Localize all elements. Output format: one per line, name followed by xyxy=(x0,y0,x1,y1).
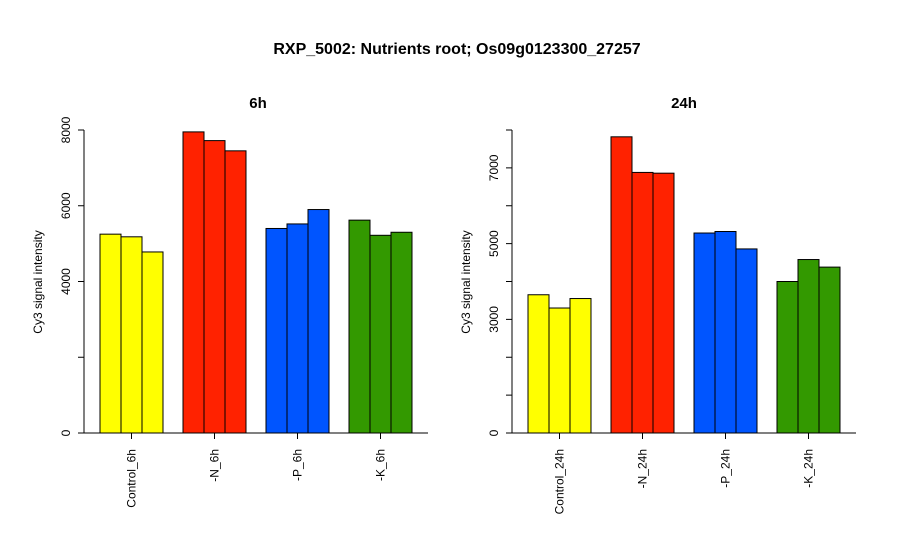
bar--p-24h-1 xyxy=(693,232,716,434)
panel-6h: 6h Cy3 signal intensity 0 4000 6000 8000 Contr… xyxy=(31,95,428,508)
figure-title: RXP_5002: Nutrients root; Os09g0123300_2… xyxy=(273,41,640,58)
bar-control-6h-3 xyxy=(141,251,164,434)
y-tick-label: 7000 xyxy=(487,154,501,181)
panel-24h: 24h Cy3 signal intensity 0 3000 5000 7000 Cont… xyxy=(459,95,856,514)
bar-control-24h-3 xyxy=(569,298,592,434)
bar--p-6h-2 xyxy=(286,223,309,434)
y-tick-label: 4000 xyxy=(59,268,73,295)
bar-control-24h-2 xyxy=(548,307,571,434)
bar--n-24h-3 xyxy=(652,172,675,434)
bar--n-24h-2 xyxy=(631,171,654,434)
bar--n-24h-1 xyxy=(610,136,633,434)
bar--k-24h-2 xyxy=(797,259,820,434)
x-tick-label: -P_6h xyxy=(291,449,305,481)
y-tick-label: 5000 xyxy=(487,230,501,257)
x-tick-label: -N_6h xyxy=(208,449,222,482)
y-tick-label: 6000 xyxy=(59,192,73,219)
y-tick-label: 0 xyxy=(59,429,73,436)
bar-control-6h-1 xyxy=(99,233,122,434)
x-tick-label: -N_24h xyxy=(636,449,650,488)
x-tick-label: -P_24h xyxy=(719,449,733,488)
y-tick-label: 8000 xyxy=(59,116,73,143)
y-tick-label: 0 xyxy=(487,429,501,436)
bar-control-6h-2 xyxy=(120,236,143,434)
y-tick-label: 3000 xyxy=(487,306,501,333)
bar-control-24h-1 xyxy=(527,294,550,434)
x-tick-label: -K_24h xyxy=(802,449,816,488)
bar--k-6h-2 xyxy=(369,234,392,434)
bar--k-24h-3 xyxy=(818,266,841,434)
y-axis-label: Cy3 signal intensity xyxy=(31,230,45,333)
x-tick-label: Control_24h xyxy=(553,449,567,514)
bar--k-6h-3 xyxy=(390,231,413,434)
bar--n-6h-1 xyxy=(182,131,205,434)
y-axis-label: Cy3 signal intensity xyxy=(459,230,473,333)
bar--p-6h-3 xyxy=(307,209,330,434)
bar--k-24h-1 xyxy=(776,281,799,434)
panel-title: 6h xyxy=(249,95,267,112)
bar--k-6h-1 xyxy=(348,219,371,434)
bar--p-24h-2 xyxy=(714,231,737,434)
bar--n-6h-3 xyxy=(224,150,247,434)
bar--p-6h-1 xyxy=(265,227,288,434)
bar--n-6h-2 xyxy=(203,140,226,434)
x-tick-label: Control_6h xyxy=(125,449,139,508)
x-tick-label: -K_6h xyxy=(374,449,388,481)
panel-title: 24h xyxy=(671,95,697,112)
bar--p-24h-3 xyxy=(735,248,758,434)
